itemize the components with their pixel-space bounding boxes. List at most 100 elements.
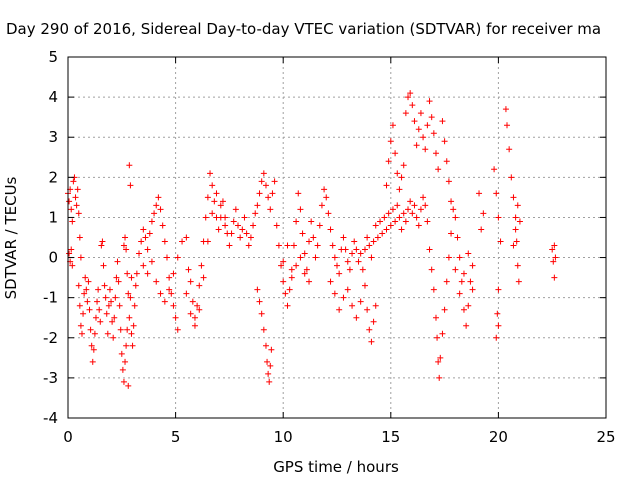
data-point — [394, 202, 401, 209]
data-point — [217, 202, 224, 209]
data-point — [226, 242, 233, 249]
data-point — [370, 238, 377, 245]
data-point — [258, 310, 265, 317]
data-point — [260, 326, 267, 333]
data-point — [85, 278, 92, 285]
data-point — [157, 206, 164, 213]
data-point — [389, 206, 396, 213]
data-point — [288, 266, 295, 273]
data-point — [512, 214, 519, 221]
data-point — [271, 178, 278, 185]
data-point — [213, 190, 220, 197]
data-point — [98, 242, 105, 249]
data-point — [357, 298, 364, 305]
data-point — [325, 210, 332, 217]
data-point — [260, 170, 267, 177]
data-point — [295, 190, 302, 197]
data-point — [463, 322, 470, 329]
data-point — [456, 254, 463, 261]
data-point — [409, 210, 416, 217]
data-point — [334, 262, 340, 269]
data-point — [275, 242, 282, 249]
data-point — [432, 314, 439, 321]
data-point — [409, 102, 416, 109]
data-point — [443, 158, 450, 165]
data-point — [266, 378, 273, 385]
data-point — [268, 346, 275, 353]
y-tick-label: 0 — [48, 249, 58, 267]
data-point — [448, 230, 455, 237]
data-point — [146, 230, 153, 237]
data-point — [68, 206, 75, 213]
data-point — [465, 250, 472, 257]
data-point — [428, 266, 435, 273]
data-point — [467, 278, 474, 285]
data-point — [262, 182, 269, 189]
data-point — [256, 190, 263, 197]
data-point — [187, 310, 194, 317]
data-point — [284, 302, 291, 309]
data-point — [370, 318, 377, 325]
data-point — [125, 290, 132, 297]
data-point — [78, 330, 85, 337]
data-point — [502, 106, 509, 113]
data-point — [293, 262, 300, 269]
data-point — [514, 202, 521, 209]
data-point — [361, 282, 368, 289]
data-point — [179, 238, 186, 245]
data-point — [374, 234, 381, 241]
data-point — [131, 302, 138, 309]
data-point — [308, 218, 315, 225]
data-point — [77, 254, 84, 261]
data-point — [344, 258, 351, 265]
data-point — [513, 238, 520, 245]
y-tick-label: -3 — [43, 369, 58, 387]
data-point — [405, 206, 412, 213]
data-point — [549, 246, 556, 253]
data-point — [495, 322, 502, 329]
data-point — [389, 122, 396, 129]
data-point — [430, 286, 437, 293]
data-point — [372, 302, 379, 309]
data-point — [379, 230, 386, 237]
data-point — [247, 234, 254, 241]
y-axis-title: SDTVAR / TECUs — [2, 176, 20, 299]
data-point — [72, 194, 79, 201]
data-point — [200, 274, 207, 281]
data-point — [491, 166, 498, 173]
data-point — [138, 238, 145, 245]
data-point — [82, 274, 89, 281]
data-point — [273, 222, 280, 229]
data-point — [439, 330, 446, 337]
data-point — [476, 190, 483, 197]
data-point — [198, 262, 205, 269]
data-point — [269, 190, 276, 197]
data-point — [125, 382, 132, 389]
data-point — [551, 242, 558, 249]
data-point — [123, 246, 130, 253]
data-point — [366, 326, 373, 333]
data-point — [336, 306, 343, 313]
data-point — [288, 274, 295, 281]
data-point — [235, 222, 242, 229]
data-point — [126, 162, 133, 169]
data-point — [267, 362, 274, 369]
data-point — [204, 194, 211, 201]
data-point — [104, 330, 111, 337]
x-tick-label: 25 — [596, 428, 615, 446]
x-tick-label: 0 — [63, 428, 73, 446]
data-point — [550, 258, 557, 265]
data-point — [383, 226, 390, 233]
data-point — [514, 262, 521, 269]
data-point — [202, 214, 209, 221]
data-point — [441, 138, 448, 145]
data-point — [189, 298, 196, 305]
data-point — [194, 302, 201, 309]
data-point — [407, 90, 414, 97]
data-point — [415, 222, 422, 229]
data-point — [506, 146, 513, 153]
data-point — [469, 286, 476, 293]
data-point — [318, 202, 325, 209]
data-point — [96, 306, 103, 313]
data-point — [452, 266, 459, 273]
